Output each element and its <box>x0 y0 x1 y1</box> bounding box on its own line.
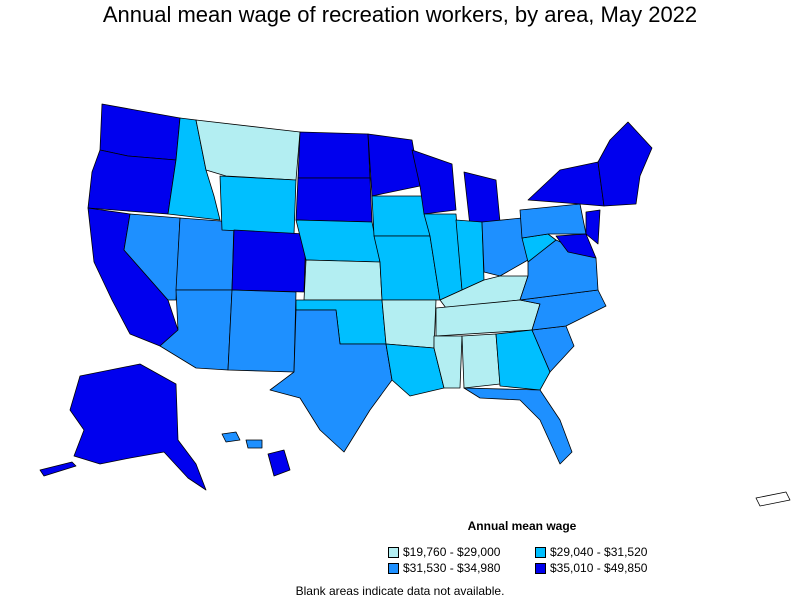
region-washington <box>99 103 181 161</box>
region-ohio <box>481 217 529 277</box>
region-alaska <box>69 363 207 491</box>
region-georgia <box>495 329 551 391</box>
region-wyoming <box>219 175 297 235</box>
region-missouri <box>373 235 441 301</box>
region-alabama <box>461 333 501 389</box>
region-mississippi <box>433 335 463 389</box>
region-north-dakota <box>297 131 371 179</box>
region-florida <box>463 387 573 465</box>
region-alaska-islands <box>39 461 77 477</box>
legend-item-3: $31,530 - $34,980 <box>388 561 500 575</box>
region-iowa <box>371 195 431 237</box>
region-louisiana <box>385 343 445 397</box>
region-hawaii-big-island <box>267 449 291 477</box>
legend-item-2: $29,040 - $31,520 <box>535 545 647 559</box>
legend-item-4: $35,010 - $49,850 <box>535 561 647 575</box>
legend-swatch-4 <box>535 562 546 574</box>
legend-label-4: $35,010 - $49,850 <box>550 561 648 575</box>
legend-label-3: $31,530 - $34,980 <box>403 561 501 575</box>
legend-label-2: $29,040 - $31,520 <box>550 545 648 559</box>
region-oregon <box>87 149 177 215</box>
map-title: Annual mean wage of recreation workers, … <box>102 2 698 27</box>
region-arkansas <box>381 299 437 349</box>
legend-title: Annual mean wage <box>467 519 577 533</box>
region-texas <box>269 309 393 453</box>
legend-swatch-1 <box>388 546 399 558</box>
region-puerto-rico <box>755 491 791 507</box>
region-new-jersey <box>585 209 601 245</box>
region-nevada <box>123 213 181 301</box>
footnote: Blank areas indicate data not available. <box>295 584 505 598</box>
legend-label-1: $19,760 - $29,000 <box>403 545 501 559</box>
region-hawaii-islands <box>221 431 263 449</box>
region-montana <box>195 119 301 181</box>
region-south-dakota <box>295 177 373 223</box>
region-wisconsin <box>411 149 457 215</box>
region-new-mexico <box>227 289 297 373</box>
region-colorado <box>231 229 307 293</box>
region-new-york <box>527 161 605 207</box>
region-pennsylvania <box>519 203 587 239</box>
region-minnesota <box>367 133 421 197</box>
legend-item-1: $19,760 - $29,000 <box>388 545 500 559</box>
region-maryland-dc <box>555 233 597 259</box>
legend-swatch-2 <box>535 546 546 558</box>
region-kansas <box>303 259 383 301</box>
region-michigan <box>463 171 501 227</box>
region-nebraska <box>295 219 381 263</box>
region-new-england <box>597 121 653 207</box>
legend-swatch-3 <box>388 562 399 574</box>
